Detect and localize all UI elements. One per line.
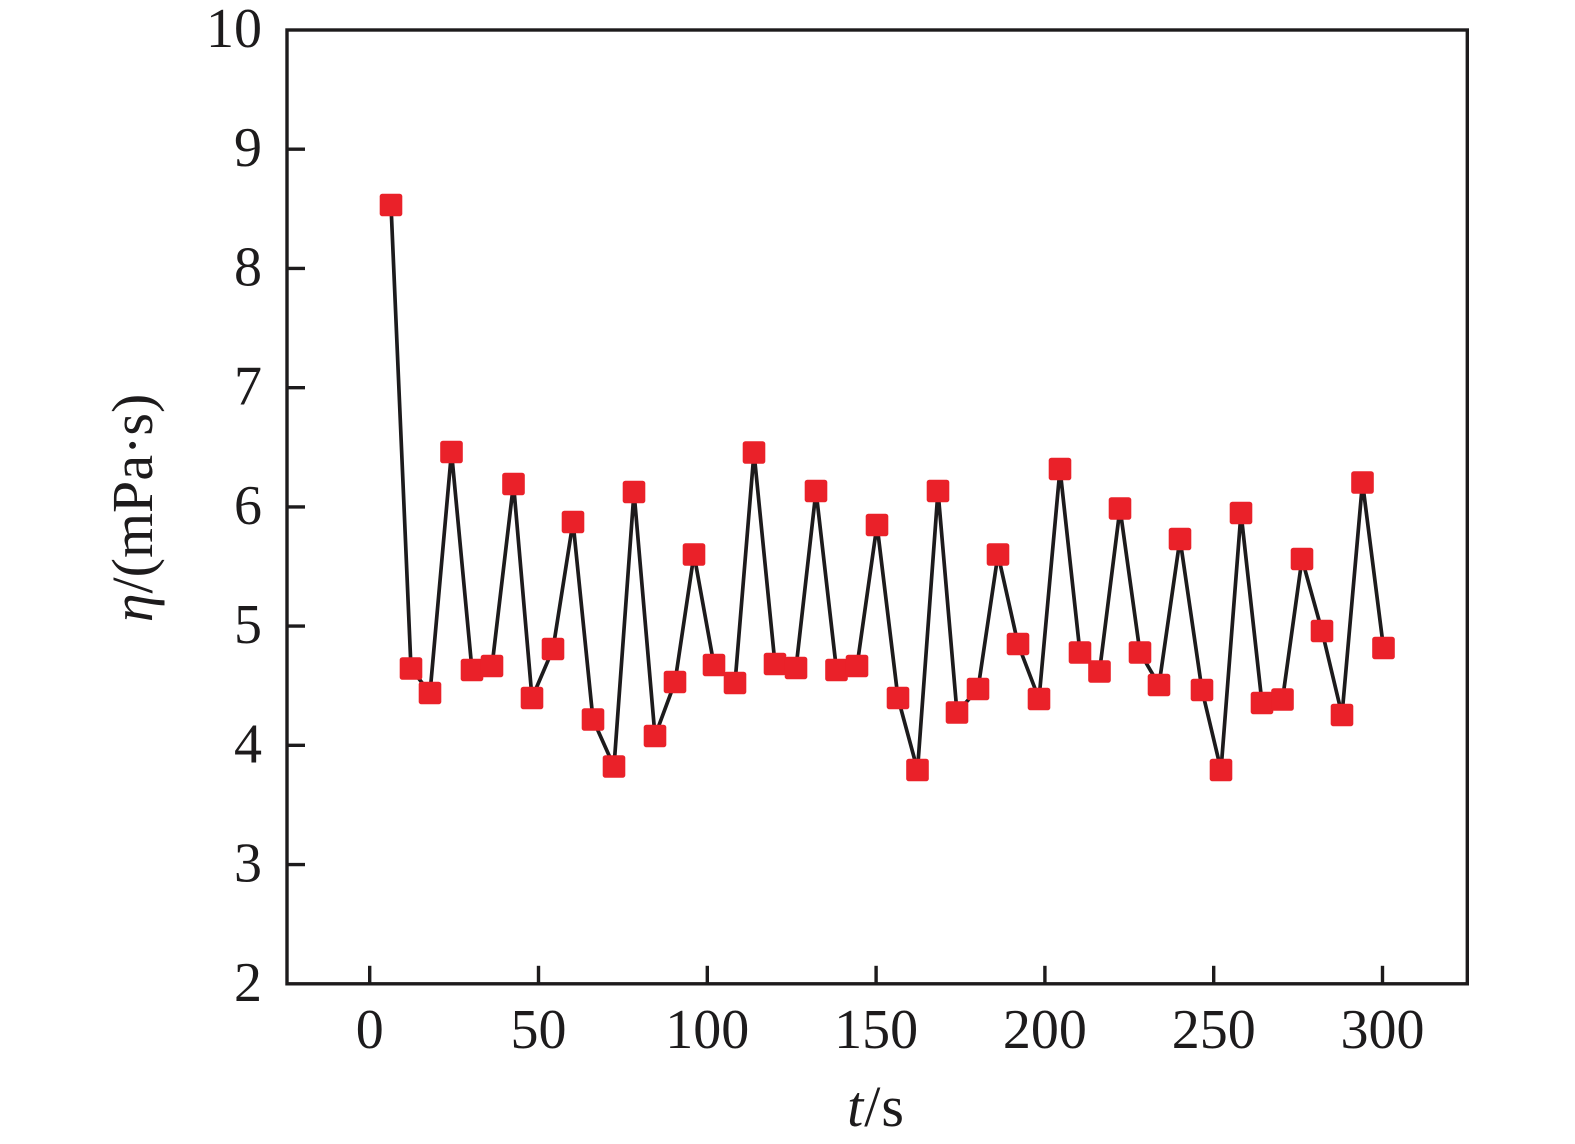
svg-text:η/(mPa·s): η/(mPa·s): [100, 394, 165, 623]
svg-text:6: 6: [234, 475, 262, 537]
svg-text:t/s: t/s: [847, 1074, 905, 1139]
svg-text:50: 50: [511, 999, 567, 1061]
svg-text:5: 5: [234, 594, 262, 656]
svg-text:8: 8: [234, 236, 262, 298]
svg-text:150: 150: [834, 999, 918, 1061]
svg-text:10: 10: [206, 0, 262, 60]
svg-text:100: 100: [665, 999, 749, 1061]
svg-text:2: 2: [234, 952, 262, 1014]
svg-text:9: 9: [234, 117, 262, 179]
svg-text:300: 300: [1341, 999, 1425, 1061]
svg-text:7: 7: [234, 356, 262, 418]
svg-text:200: 200: [1003, 999, 1087, 1061]
svg-text:0: 0: [356, 999, 384, 1061]
svg-text:3: 3: [234, 833, 262, 895]
svg-text:4: 4: [234, 713, 262, 775]
svg-text:250: 250: [1172, 999, 1256, 1061]
